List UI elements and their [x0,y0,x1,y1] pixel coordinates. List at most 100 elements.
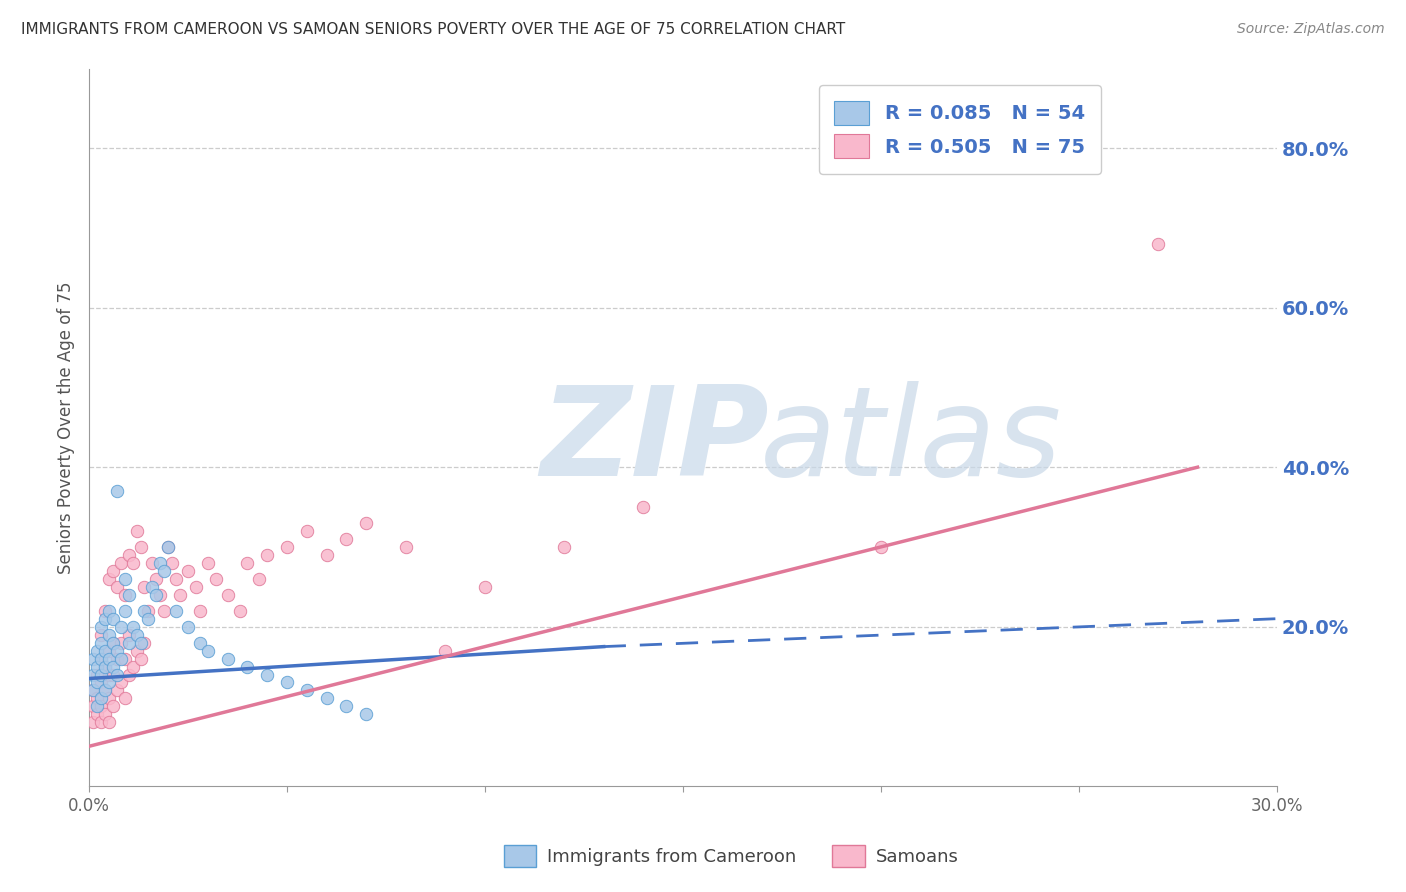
Point [125,627,148,641]
Point [157,540,180,554]
Point [94,643,117,657]
Text: atlas: atlas [761,381,1062,502]
Point [97,691,120,706]
Point [474,580,496,594]
Point [90,715,112,730]
Point [82,699,104,714]
Point [105,643,128,657]
Point [86,699,108,714]
Point [165,604,187,618]
Point [90,651,112,665]
Point [94,683,117,698]
Point [105,651,128,665]
Point [90,691,112,706]
Point [134,604,156,618]
Text: ZIP: ZIP [540,381,769,502]
Point [169,588,191,602]
Point [97,604,120,618]
Point [114,588,136,602]
Point [276,540,298,554]
Point [105,580,128,594]
Point [101,564,124,578]
Point [82,667,104,681]
Point [118,627,141,641]
Point [276,675,298,690]
Point [149,556,172,570]
Point [204,572,226,586]
Point [335,699,357,714]
Point [125,524,148,538]
Point [105,667,128,681]
Point [110,651,132,665]
Point [101,612,124,626]
Point [118,635,141,649]
Point [90,651,112,665]
Point [145,588,167,602]
Point [134,580,156,594]
Point [110,635,132,649]
Point [101,659,124,673]
Point [86,659,108,673]
Point [153,604,176,618]
Point [110,620,132,634]
Point [94,659,117,673]
Point [633,500,655,514]
Point [157,540,180,554]
Point [295,524,318,538]
Point [217,588,239,602]
Point [118,548,141,562]
Point [395,540,418,554]
Point [94,683,117,698]
Point [121,659,143,673]
Legend: R = 0.085   N = 54, R = 0.505   N = 75: R = 0.085 N = 54, R = 0.505 N = 75 [818,86,1101,174]
Point [160,556,183,570]
Point [86,707,108,722]
Point [90,699,112,714]
Point [114,651,136,665]
Point [94,604,117,618]
Point [94,659,117,673]
Point [149,588,172,602]
Point [105,683,128,698]
Point [90,620,112,634]
Point [145,572,167,586]
Point [141,556,163,570]
Point [105,484,128,499]
Point [86,643,108,657]
Point [82,683,104,698]
Point [217,651,239,665]
Point [236,659,259,673]
Point [114,604,136,618]
Point [94,612,117,626]
Point [101,667,124,681]
Point [315,548,337,562]
Point [118,588,141,602]
Point [110,675,132,690]
Point [86,691,108,706]
Point [129,651,152,665]
Point [153,564,176,578]
Point [434,643,457,657]
Point [90,675,112,690]
Point [129,540,152,554]
Point [97,715,120,730]
Point [94,707,117,722]
Point [110,556,132,570]
Point [82,651,104,665]
Point [129,635,152,649]
Point [118,667,141,681]
Point [188,604,211,618]
Point [228,604,250,618]
Point [97,667,120,681]
Point [236,556,259,570]
Point [82,683,104,698]
Text: IMMIGRANTS FROM CAMEROON VS SAMOAN SENIORS POVERTY OVER THE AGE OF 75 CORRELATIO: IMMIGRANTS FROM CAMEROON VS SAMOAN SENIO… [21,22,845,37]
Point [90,627,112,641]
Point [86,667,108,681]
Point [97,572,120,586]
Point [354,707,377,722]
Point [82,715,104,730]
Point [101,635,124,649]
Point [121,620,143,634]
Point [165,572,187,586]
